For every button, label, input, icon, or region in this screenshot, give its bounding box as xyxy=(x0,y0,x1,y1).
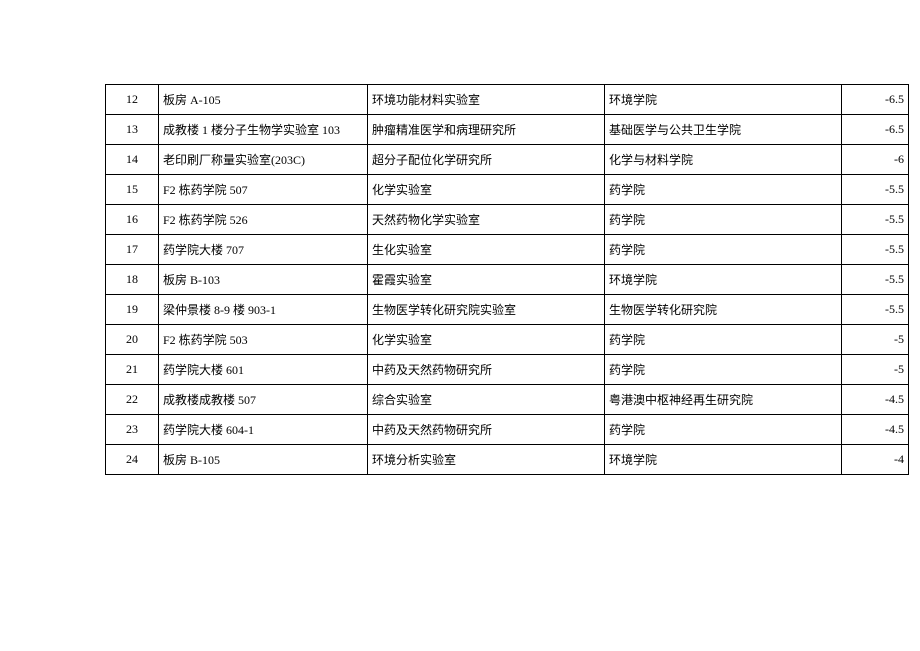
table-row: 16F2 栋药学院 526天然药物化学实验室药学院-5.5 xyxy=(106,205,909,235)
cell-val: -6.5 xyxy=(842,115,909,145)
cell-val: -5.5 xyxy=(842,175,909,205)
cell-lab: 肿瘤精准医学和病理研究所 xyxy=(368,115,605,145)
cell-dept: 环境学院 xyxy=(605,85,842,115)
cell-val: -5.5 xyxy=(842,235,909,265)
cell-dept: 化学与材料学院 xyxy=(605,145,842,175)
cell-dept: 环境学院 xyxy=(605,445,842,475)
cell-val: -6.5 xyxy=(842,85,909,115)
lab-table-body: 12板房 A-105环境功能材料实验室环境学院-6.513成教楼 1 楼分子生物… xyxy=(106,85,909,475)
cell-val: -5.5 xyxy=(842,205,909,235)
cell-dept: 药学院 xyxy=(605,325,842,355)
table-row: 18板房 B-103霍霞实验室环境学院-5.5 xyxy=(106,265,909,295)
table-row: 14老印刷厂称量实验室(203C)超分子配位化学研究所化学与材料学院-6 xyxy=(106,145,909,175)
cell-val: -5.5 xyxy=(842,265,909,295)
cell-idx: 18 xyxy=(106,265,159,295)
cell-loc: 成教楼 1 楼分子生物学实验室 103 xyxy=(159,115,368,145)
table-row: 23药学院大楼 604-1中药及天然药物研究所药学院-4.5 xyxy=(106,415,909,445)
table-row: 21药学院大楼 601中药及天然药物研究所药学院-5 xyxy=(106,355,909,385)
cell-val: -4.5 xyxy=(842,385,909,415)
cell-loc: F2 栋药学院 507 xyxy=(159,175,368,205)
cell-idx: 22 xyxy=(106,385,159,415)
table-row: 15F2 栋药学院 507化学实验室药学院-5.5 xyxy=(106,175,909,205)
cell-val: -5 xyxy=(842,325,909,355)
cell-loc: 板房 A-105 xyxy=(159,85,368,115)
cell-idx: 17 xyxy=(106,235,159,265)
cell-idx: 19 xyxy=(106,295,159,325)
cell-dept: 药学院 xyxy=(605,175,842,205)
cell-lab: 环境功能材料实验室 xyxy=(368,85,605,115)
table-row: 12板房 A-105环境功能材料实验室环境学院-6.5 xyxy=(106,85,909,115)
cell-idx: 15 xyxy=(106,175,159,205)
lab-table: 12板房 A-105环境功能材料实验室环境学院-6.513成教楼 1 楼分子生物… xyxy=(105,84,909,475)
table-row: 17药学院大楼 707生化实验室药学院-5.5 xyxy=(106,235,909,265)
cell-val: -4.5 xyxy=(842,415,909,445)
cell-loc: 板房 B-105 xyxy=(159,445,368,475)
cell-dept: 药学院 xyxy=(605,205,842,235)
cell-idx: 16 xyxy=(106,205,159,235)
table-row: 24板房 B-105环境分析实验室环境学院-4 xyxy=(106,445,909,475)
cell-dept: 药学院 xyxy=(605,235,842,265)
cell-dept: 药学院 xyxy=(605,355,842,385)
cell-val: -4 xyxy=(842,445,909,475)
cell-loc: 老印刷厂称量实验室(203C) xyxy=(159,145,368,175)
cell-lab: 综合实验室 xyxy=(368,385,605,415)
cell-dept: 环境学院 xyxy=(605,265,842,295)
cell-idx: 21 xyxy=(106,355,159,385)
cell-loc: 药学院大楼 601 xyxy=(159,355,368,385)
cell-lab: 化学实验室 xyxy=(368,175,605,205)
cell-idx: 20 xyxy=(106,325,159,355)
cell-dept: 药学院 xyxy=(605,415,842,445)
cell-lab: 生物医学转化研究院实验室 xyxy=(368,295,605,325)
cell-lab: 生化实验室 xyxy=(368,235,605,265)
cell-loc: F2 栋药学院 503 xyxy=(159,325,368,355)
cell-loc: 药学院大楼 604-1 xyxy=(159,415,368,445)
cell-lab: 中药及天然药物研究所 xyxy=(368,355,605,385)
cell-idx: 12 xyxy=(106,85,159,115)
cell-idx: 24 xyxy=(106,445,159,475)
cell-idx: 14 xyxy=(106,145,159,175)
cell-loc: 板房 B-103 xyxy=(159,265,368,295)
cell-loc: 成教楼成教楼 507 xyxy=(159,385,368,415)
cell-dept: 生物医学转化研究院 xyxy=(605,295,842,325)
table-row: 22成教楼成教楼 507综合实验室粤港澳中枢神经再生研究院-4.5 xyxy=(106,385,909,415)
cell-lab: 环境分析实验室 xyxy=(368,445,605,475)
cell-idx: 23 xyxy=(106,415,159,445)
cell-idx: 13 xyxy=(106,115,159,145)
cell-dept: 基础医学与公共卫生学院 xyxy=(605,115,842,145)
table-row: 13成教楼 1 楼分子生物学实验室 103肿瘤精准医学和病理研究所基础医学与公共… xyxy=(106,115,909,145)
cell-val: -5.5 xyxy=(842,295,909,325)
cell-loc: 药学院大楼 707 xyxy=(159,235,368,265)
cell-val: -5 xyxy=(842,355,909,385)
cell-dept: 粤港澳中枢神经再生研究院 xyxy=(605,385,842,415)
cell-loc: F2 栋药学院 526 xyxy=(159,205,368,235)
cell-lab: 化学实验室 xyxy=(368,325,605,355)
cell-val: -6 xyxy=(842,145,909,175)
table-row: 20F2 栋药学院 503化学实验室药学院-5 xyxy=(106,325,909,355)
cell-loc: 梁仲景楼 8-9 楼 903-1 xyxy=(159,295,368,325)
cell-lab: 霍霞实验室 xyxy=(368,265,605,295)
page: 12板房 A-105环境功能材料实验室环境学院-6.513成教楼 1 楼分子生物… xyxy=(0,0,920,651)
cell-lab: 超分子配位化学研究所 xyxy=(368,145,605,175)
cell-lab: 中药及天然药物研究所 xyxy=(368,415,605,445)
table-row: 19梁仲景楼 8-9 楼 903-1生物医学转化研究院实验室生物医学转化研究院-… xyxy=(106,295,909,325)
cell-lab: 天然药物化学实验室 xyxy=(368,205,605,235)
